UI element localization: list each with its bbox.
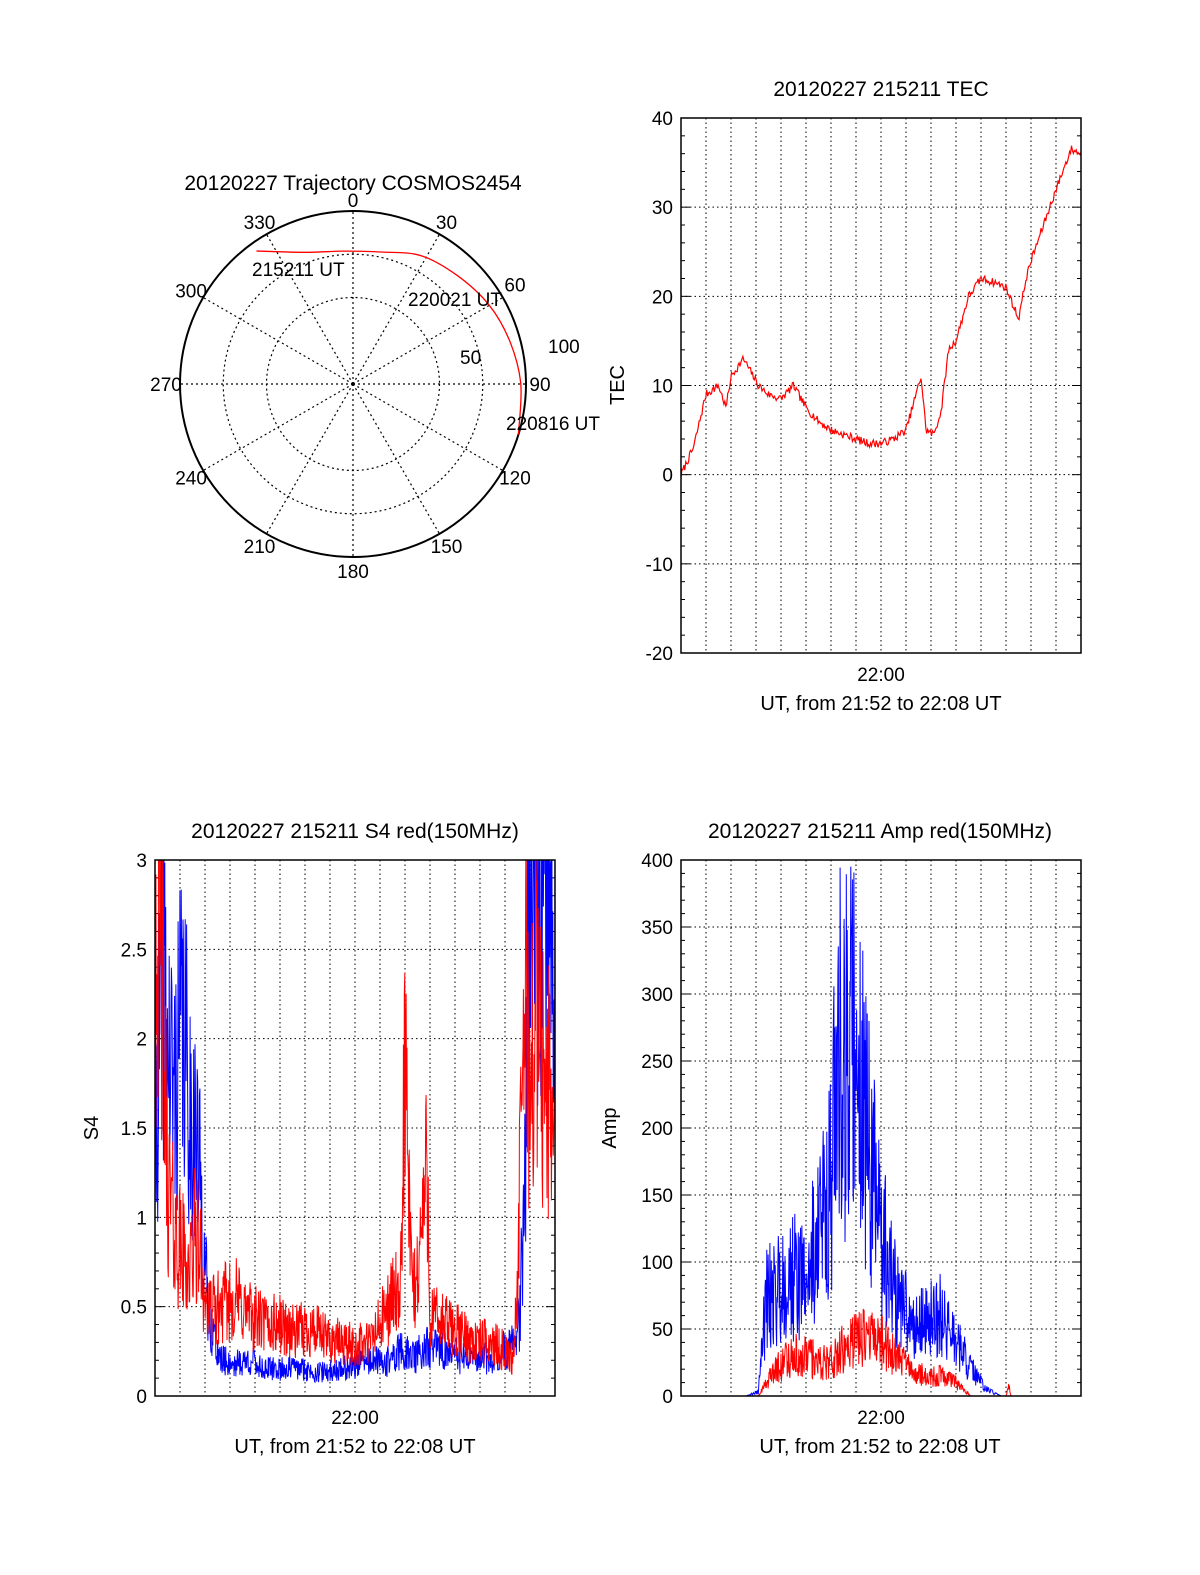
polar-spoke-150 <box>352 383 441 535</box>
polar-spoke-210 <box>265 383 354 535</box>
amp-y-tick-label: 400 <box>641 851 673 872</box>
polar-azimuth-label-120: 120 <box>499 469 531 490</box>
polar-ring-label-50: 50 <box>460 348 481 369</box>
s4-x-tick-label: 22:00 <box>331 1408 379 1429</box>
amp-y-tick-label: 100 <box>641 1253 673 1274</box>
polar-spoke-330 <box>265 233 354 385</box>
amp-x-axis-label: UT, from 21:52 to 22:08 UT <box>759 1436 1000 1458</box>
tec-title: 20120227 215211 TEC <box>773 78 988 101</box>
trajectory-line <box>256 250 522 435</box>
s4-frame <box>154 859 556 1397</box>
polar-azimuth-label-30: 30 <box>436 213 457 234</box>
polar-azimuth-label-270: 270 <box>150 375 182 396</box>
polar-spoke-240 <box>202 383 354 472</box>
tec-series <box>681 145 1081 477</box>
polar-ring-label-100: 100 <box>548 337 580 358</box>
amp-grid <box>681 859 1081 1397</box>
polar-azimuth-label-210: 210 <box>244 537 276 558</box>
polar-title: 20120227 Trajectory COSMOS2454 <box>184 172 522 195</box>
s4-y-tick-label: 0 <box>136 1387 147 1408</box>
tec-y-tick-label: -20 <box>646 644 673 665</box>
trajectory-start-label: 215211 UT <box>252 260 345 281</box>
tec-x-tick-label: 22:00 <box>857 665 905 686</box>
polar-azimuth-label-330: 330 <box>244 213 276 234</box>
amp-chart: 20120227 215211 Amp red(150MHz) 0 50 100 15… <box>599 820 1082 1458</box>
amp-x-tick-labels: 22:00 <box>857 1408 905 1429</box>
s4-chart: 20120227 215211 S4 red(150MHz) 0 0.5 1 1.5 2… <box>81 820 556 1458</box>
polar-plot: 20120227 Trajectory COSMOS2454 0 30 60 90 12… <box>150 172 600 583</box>
s4-y-tick-label: 0.5 <box>121 1298 147 1319</box>
s4-title: 20120227 215211 S4 red(150MHz) <box>191 820 519 843</box>
polar-ring-1 <box>222 253 484 515</box>
tec-frame <box>680 117 1082 654</box>
polar-azimuth-label-60: 60 <box>504 276 525 297</box>
s4-x-tick-labels: 22:00 <box>331 1408 379 1429</box>
amp-y-tick-label: 50 <box>652 1320 673 1341</box>
tec-y-tick-label: 30 <box>652 198 673 219</box>
polar-azimuth-label-150: 150 <box>431 537 463 558</box>
trajectory-mid-label: 220021 UT <box>408 290 502 311</box>
s4-y-tick-label: 1.5 <box>121 1119 147 1140</box>
amp-y-tick-label: 150 <box>641 1186 673 1207</box>
amp-y-tick-label: 350 <box>641 918 673 939</box>
s4-series <box>155 860 555 1384</box>
s4-y-tick-label: 2 <box>136 1030 147 1051</box>
s4-y-axis-label: S4 <box>81 1116 103 1140</box>
tec-y-tick-labels: -20 -10 0 10 20 30 40 <box>646 109 673 665</box>
amp-x-tick-label: 22:00 <box>857 1408 905 1429</box>
polar-spoke-300 <box>202 296 354 385</box>
amp-y-tick-label: 250 <box>641 1052 673 1073</box>
tec-series-red <box>681 145 1081 477</box>
s4-y-tick-labels: 0 0.5 1 1.5 2 2.5 3 <box>121 851 147 1408</box>
tec-y-tick-label: 0 <box>662 466 673 487</box>
trajectory-end-label: 220816 UT <box>506 414 600 435</box>
s4-y-tick-label: 1 <box>136 1208 147 1229</box>
amp-y-tick-labels: 0 50 100 150 200 250 300 350 400 <box>641 851 673 1408</box>
polar-spoke-120 <box>352 383 504 472</box>
polar-azimuth-label-0: 0 <box>348 191 359 212</box>
amp-y-tick-label: 0 <box>662 1387 673 1408</box>
tec-x-tick-labels: 22:00 <box>857 665 905 686</box>
tec-y-tick-label: -10 <box>646 555 673 576</box>
polar-azimuth-label-300: 300 <box>175 282 207 303</box>
polar-grid <box>180 211 526 557</box>
polar-azimuth-label-180: 180 <box>337 562 369 583</box>
amp-frame <box>680 859 1082 1397</box>
polar-azimuth-labels: 0 30 60 90 120 150 180 210 240 270 300 330 <box>150 191 550 583</box>
polar-azimuth-label-240: 240 <box>175 469 207 490</box>
tec-grid <box>681 117 1081 654</box>
tec-chart: 20120227 215211 TEC -20 -10 0 10 20 30 40 22:0… <box>607 78 1082 715</box>
tec-x-axis-label: UT, from 21:52 to 22:08 UT <box>760 693 1001 715</box>
polar-azimuth-label-90: 90 <box>529 375 550 396</box>
polar-outer-ring <box>179 210 527 558</box>
amp-y-tick-label: 200 <box>641 1119 673 1140</box>
polar-spoke-30 <box>352 233 441 385</box>
s4-x-axis-label: UT, from 21:52 to 22:08 UT <box>234 1436 475 1458</box>
polar-spoke-60 <box>352 296 504 385</box>
tec-y-tick-label: 40 <box>652 109 673 130</box>
s4-y-tick-label: 3 <box>136 851 147 872</box>
amp-y-tick-label: 300 <box>641 985 673 1006</box>
amp-y-axis-label: Amp <box>599 1107 621 1148</box>
s4-y-tick-label: 2.5 <box>121 940 147 961</box>
amp-series-red <box>681 1308 1081 1396</box>
s4-series-red <box>155 860 555 1375</box>
tec-y-tick-label: 20 <box>652 287 673 308</box>
tec-y-tick-label: 10 <box>652 377 673 398</box>
tec-y-axis-label: TEC <box>607 365 629 405</box>
amp-title: 20120227 215211 Amp red(150MHz) <box>708 820 1052 843</box>
